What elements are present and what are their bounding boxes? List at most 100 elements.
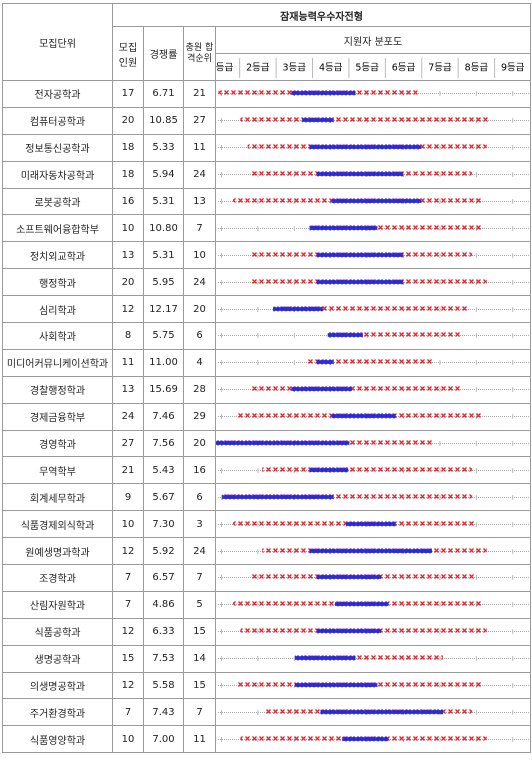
distribution-cell (215, 617, 531, 646)
distribution-plot (218, 493, 529, 502)
unit-cell: 로봇공학과 (2, 187, 113, 216)
unit-cell: 정치외교학과 (2, 241, 113, 270)
applicant-band (222, 493, 473, 502)
quota-cell: 7 (112, 590, 144, 619)
table-row: 무역학부 21 5.43 16 (2, 456, 531, 485)
table-row: 식품공학과 12 6.33 15 (2, 617, 531, 646)
distribution-plot (218, 251, 529, 260)
applicant-band (305, 358, 433, 367)
distribution-cell (215, 402, 531, 431)
admitted-band (320, 708, 443, 717)
rank-cell: 24 (183, 268, 216, 297)
admitted-band (316, 278, 403, 287)
header-cell: 경쟁률 (143, 26, 184, 81)
unit-cell: 경찰행정학과 (2, 375, 113, 404)
admitted-band (316, 627, 382, 636)
ratio-cell: 5.33 (143, 133, 184, 162)
ratio-cell: 7.30 (143, 510, 184, 539)
ratio-cell: 6.57 (143, 564, 184, 592)
admitted-band (294, 681, 378, 690)
distribution-cell (215, 348, 531, 377)
unit-cell: 사회학과 (2, 322, 113, 350)
ratio-cell: 6.33 (143, 617, 184, 646)
distribution-plot (218, 573, 529, 582)
admitted-band (309, 547, 433, 556)
admitted-band (291, 89, 356, 98)
admitted-band (316, 358, 334, 367)
distribution-plot (218, 170, 529, 179)
quota-cell: 7 (112, 698, 144, 727)
applicant-band (280, 305, 469, 314)
admitted-band (309, 466, 349, 475)
admitted-band (294, 654, 356, 663)
unit-cell: 원예생명과학과 (2, 537, 113, 566)
rank-cell: 16 (183, 456, 216, 485)
ratio-cell: 7.00 (143, 725, 184, 754)
rank-cell: 6 (183, 483, 216, 512)
quota-cell: 7 (112, 564, 144, 592)
grade-label: 4등급 (319, 63, 343, 74)
applicant-band (240, 116, 491, 125)
distribution-cell (215, 429, 531, 458)
unit-cell: 행정학과 (2, 268, 113, 297)
distribution-cell (215, 375, 531, 404)
distribution-cell (215, 133, 531, 162)
rank-cell: 4 (183, 348, 216, 377)
quota-cell: 18 (112, 133, 144, 162)
quota-cell: 21 (112, 456, 144, 485)
unit-cell: 정보통신공학과 (2, 133, 113, 162)
ratio-cell: 5.92 (143, 537, 184, 566)
distribution-cell (215, 80, 531, 108)
distribution-plot (218, 331, 529, 340)
distribution-plot (218, 224, 529, 233)
grade-label: 3등급 (283, 63, 307, 74)
distribution-plot (218, 654, 529, 663)
applicant-band (327, 331, 462, 340)
quota-cell: 12 (112, 295, 144, 324)
quota-cell: 11 (112, 348, 144, 377)
rank-cell: 20 (183, 295, 216, 324)
distribution-plot (218, 305, 529, 314)
distribution-plot (218, 466, 529, 475)
unit-cell: 조경학과 (2, 564, 113, 592)
rank-cell: 3 (183, 510, 216, 539)
unit-cell: 산림자원학과 (2, 590, 113, 619)
grade-label: 7등급 (428, 63, 452, 74)
table-row: 의생명공학과 12 5.58 15 (2, 671, 531, 700)
distribution-plot (218, 385, 529, 394)
distribution-plot (218, 735, 529, 744)
unit-cell: 심리학과 (2, 295, 113, 324)
quota-cell: 13 (112, 241, 144, 270)
distribution-cell (215, 295, 531, 324)
ratio-cell: 5.95 (143, 268, 184, 297)
table-row: 경찰행정학과 13 15.69 28 (2, 375, 531, 404)
admitted-band (327, 331, 363, 340)
ratio-cell: 5.31 (143, 187, 184, 216)
ratio-cell: 7.43 (143, 698, 184, 727)
rank-cell: 15 (183, 671, 216, 700)
unit-cell: 전자공학과 (2, 80, 113, 108)
applicant-band (294, 654, 443, 663)
rank-cell: 7 (183, 214, 216, 243)
ratio-cell: 7.56 (143, 429, 184, 458)
quota-cell: 12 (112, 671, 144, 700)
table-row: 경제금융학부 24 7.46 29 (2, 402, 531, 431)
rank-cell: 24 (183, 537, 216, 566)
ratio-cell: 7.53 (143, 644, 184, 673)
table-row: 소프트웨어융합학부 10 10.80 7 (2, 214, 531, 243)
grade-label: 5등급 (355, 63, 379, 74)
distribution-plot (218, 412, 529, 421)
admitted-band (331, 197, 422, 206)
distribution-cell (215, 106, 531, 135)
distribution-plot (218, 681, 529, 690)
quota-cell: 15 (112, 644, 144, 673)
quota-cell: 16 (112, 187, 144, 216)
ratio-cell: 7.46 (143, 402, 184, 431)
quota-cell: 12 (112, 617, 144, 646)
unit-cell: 경영학과 (2, 429, 113, 458)
header-cell: 모집단위 (2, 3, 113, 81)
rank-cell: 7 (183, 698, 216, 727)
admitted-band (291, 385, 352, 394)
distribution-cell (215, 483, 531, 512)
ratio-cell: 5.67 (143, 483, 184, 512)
